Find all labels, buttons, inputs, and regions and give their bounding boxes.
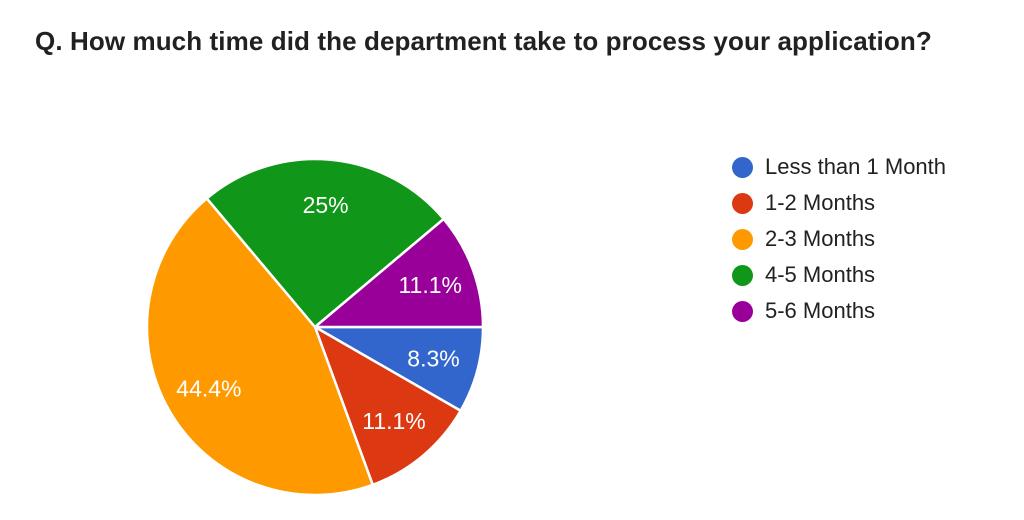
legend-item-2-3-months: 2-3 Months bbox=[732, 221, 946, 257]
pie-chart: 8.3% 11.1% 44.4% 25% 11.1% bbox=[145, 157, 485, 497]
pie-slice-5-6-months bbox=[313, 217, 485, 329]
pie-slice-less-than-1-month bbox=[313, 325, 485, 413]
legend-color-dot bbox=[732, 156, 753, 178]
legend-item-4-5-months: 4-5 Months bbox=[732, 257, 946, 293]
pie-slice-label-4-5-months: 25% bbox=[303, 192, 349, 218]
legend-color-dot bbox=[732, 264, 753, 286]
pie-slice-label-2-3-months: 44.4% bbox=[176, 376, 241, 402]
legend-item-1-2-months: 1-2 Months bbox=[732, 185, 946, 221]
legend-item-less-than-1-month: Less than 1 Month bbox=[732, 149, 946, 185]
legend-item-5-6-months: 5-6 Months bbox=[732, 293, 946, 329]
chart-title: Q. How much time did the department take… bbox=[35, 26, 932, 56]
pie-slice-label-5-6-months: 11.1% bbox=[398, 272, 462, 298]
chart-legend: Less than 1 Month 1-2 Months 2-3 Months 4-5… bbox=[732, 149, 946, 329]
legend-item-label: 2-3 Months bbox=[765, 226, 876, 251]
pie-slice-label-less-than-1-month: 8.3% bbox=[407, 346, 459, 372]
legend-item-label: 5-6 Months bbox=[765, 298, 876, 323]
legend-color-dot bbox=[732, 228, 753, 250]
pie-slice-2-3-months bbox=[145, 197, 374, 497]
legend-item-label: Less than 1 Month bbox=[765, 154, 947, 179]
legend-color-dot bbox=[732, 192, 753, 214]
legend-color-dot bbox=[732, 300, 753, 322]
pie-slice-4-5-months bbox=[205, 157, 445, 329]
pie-slice-label-1-2-months: 11.1% bbox=[362, 408, 426, 434]
legend-item-label: 4-5 Months bbox=[765, 262, 876, 287]
pie-slice-1-2-months bbox=[313, 325, 462, 487]
legend-item-label: 1-2 Months bbox=[765, 190, 876, 215]
